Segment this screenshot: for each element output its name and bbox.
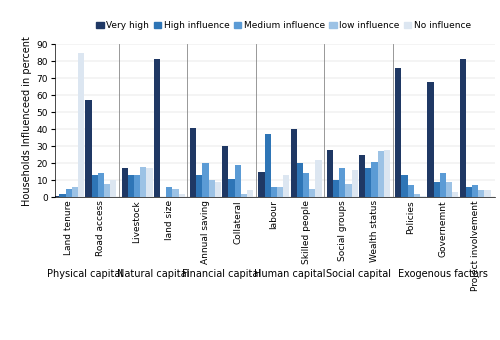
Bar [408, 185, 414, 197]
Bar [228, 178, 234, 197]
Bar [264, 134, 271, 197]
Bar [202, 163, 208, 197]
Text: Natural capital: Natural capital [117, 269, 190, 279]
Bar [466, 187, 472, 197]
Bar [258, 172, 264, 197]
Bar [104, 184, 110, 197]
Bar [86, 100, 91, 197]
Bar [146, 168, 152, 197]
Bar [134, 175, 140, 197]
Text: Human capital: Human capital [254, 269, 326, 279]
Bar [222, 146, 228, 197]
Bar [434, 182, 440, 197]
Bar [110, 180, 116, 197]
Bar [327, 150, 333, 197]
Bar [366, 168, 372, 197]
Bar [215, 182, 221, 197]
Text: Exogenous factors: Exogenous factors [398, 269, 488, 279]
Bar [60, 194, 66, 197]
Bar [446, 182, 452, 197]
Bar [208, 180, 215, 197]
Bar [190, 128, 196, 197]
Bar [283, 175, 290, 197]
Legend: Very high, High influence, Medium influence, low influence, No influence: Very high, High influence, Medium influe… [96, 21, 472, 30]
Bar [359, 155, 366, 197]
Bar [122, 168, 128, 197]
Bar [414, 194, 420, 197]
Bar [372, 162, 378, 197]
Bar [234, 165, 241, 197]
Bar [172, 189, 178, 197]
Bar [396, 68, 402, 197]
Bar [92, 175, 98, 197]
Bar [66, 189, 72, 197]
Bar [384, 150, 390, 197]
Bar [484, 190, 490, 197]
Bar [53, 195, 60, 197]
Bar [378, 151, 384, 197]
Text: Financial capital: Financial capital [182, 269, 261, 279]
Bar [303, 173, 309, 197]
Bar [428, 82, 434, 197]
Bar [352, 170, 358, 197]
Bar [140, 167, 146, 197]
Bar [420, 195, 426, 197]
Text: Physical capital: Physical capital [46, 269, 123, 279]
Bar [271, 187, 277, 197]
Bar [472, 185, 478, 197]
Bar [402, 175, 407, 197]
Bar [452, 192, 458, 197]
Bar [333, 180, 339, 197]
Bar [346, 184, 352, 197]
Bar [277, 187, 283, 197]
Bar [309, 189, 316, 197]
Bar [339, 168, 345, 197]
Bar [460, 59, 466, 197]
Bar [154, 59, 160, 197]
Bar [128, 175, 134, 197]
Bar [241, 194, 247, 197]
Y-axis label: Households Influenceed in percent: Households Influenceed in percent [22, 36, 32, 206]
Bar [78, 53, 84, 197]
Bar [440, 173, 446, 197]
Bar [290, 129, 297, 197]
Bar [178, 194, 184, 197]
Bar [98, 173, 104, 197]
Bar [297, 163, 303, 197]
Bar [72, 187, 78, 197]
Bar [247, 190, 253, 197]
Bar [166, 187, 172, 197]
Bar [478, 190, 484, 197]
Bar [316, 160, 322, 197]
Bar [196, 175, 202, 197]
Text: Social capital: Social capital [326, 269, 391, 279]
